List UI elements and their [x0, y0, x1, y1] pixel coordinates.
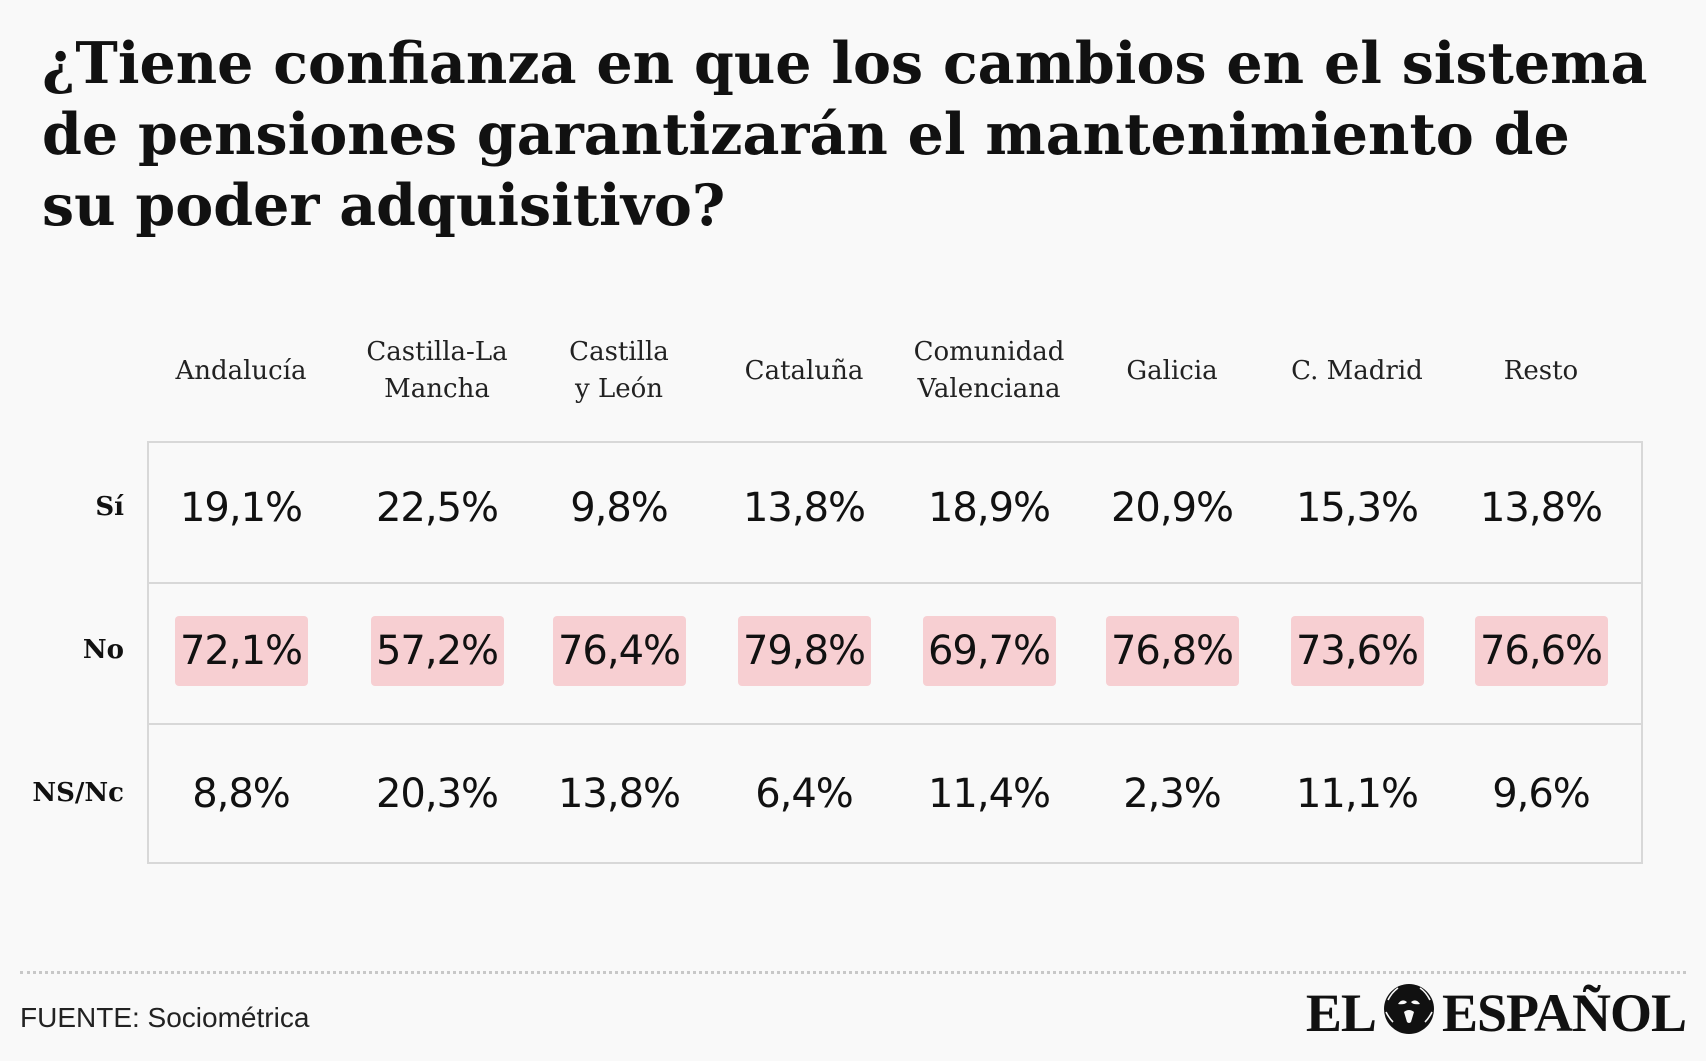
table-cell: 6,4% — [755, 771, 854, 817]
table-cell: 20,3% — [375, 771, 499, 817]
table-cell: 22,5% — [375, 485, 499, 531]
column-header: Resto — [1503, 355, 1579, 386]
column-header: Comunidad Valenciana — [913, 337, 1065, 404]
table-cell-highlighted: 76,4% — [552, 616, 686, 686]
row-divider — [147, 582, 1643, 584]
logo-text-espanol: ESPAÑOL — [1441, 983, 1687, 1043]
table-cell-highlighted: 57,2% — [370, 616, 504, 686]
table-cell-highlighted: 73,6% — [1290, 616, 1424, 686]
row-label: Sí — [95, 492, 124, 522]
el-espanol-logo: EL ESPAÑOL — [1305, 981, 1687, 1044]
chart-title: ¿Tiene confianza en que los cambios en e… — [42, 30, 1648, 239]
table-cell: 20,9% — [1110, 485, 1234, 531]
table-cell: 13,8% — [557, 771, 681, 817]
column-header: Andalucía — [175, 355, 307, 386]
column-header: Cataluña — [744, 355, 864, 386]
table-cell: 19,1% — [179, 485, 303, 531]
lion-head-icon — [1380, 978, 1438, 1049]
table-cell: 13,8% — [1479, 485, 1603, 531]
table-grid — [147, 441, 1643, 864]
table-cell-highlighted: 72,1% — [174, 616, 308, 686]
table-cell-highlighted: 69,7% — [922, 616, 1056, 686]
table-cell-highlighted: 76,8% — [1105, 616, 1239, 686]
table-cell: 8,8% — [192, 771, 291, 817]
column-header: Castilla-La Mancha — [366, 337, 508, 404]
table-cell: 11,4% — [927, 771, 1051, 817]
table-cell: 9,8% — [570, 485, 669, 531]
table-cell: 2,3% — [1123, 771, 1222, 817]
row-label: No — [82, 635, 124, 665]
table-cell: 13,8% — [742, 485, 866, 531]
table-cell: 11,1% — [1295, 771, 1419, 817]
table-cell-highlighted: 79,8% — [737, 616, 871, 686]
table-cell: 18,9% — [927, 485, 1051, 531]
column-header: C. Madrid — [1291, 355, 1423, 386]
column-header: Galicia — [1126, 355, 1218, 386]
row-divider — [147, 723, 1643, 725]
column-header: Castilla y León — [569, 337, 669, 404]
table-cell-highlighted: 76,6% — [1474, 616, 1608, 686]
row-label: NS/Nc — [32, 778, 124, 808]
table-cell: 9,6% — [1492, 771, 1591, 817]
footer-divider — [20, 971, 1686, 974]
source-note: FUENTE: Sociométrica — [20, 1002, 310, 1033]
table-cell: 15,3% — [1295, 485, 1419, 531]
logo-text-el: EL — [1305, 983, 1377, 1043]
